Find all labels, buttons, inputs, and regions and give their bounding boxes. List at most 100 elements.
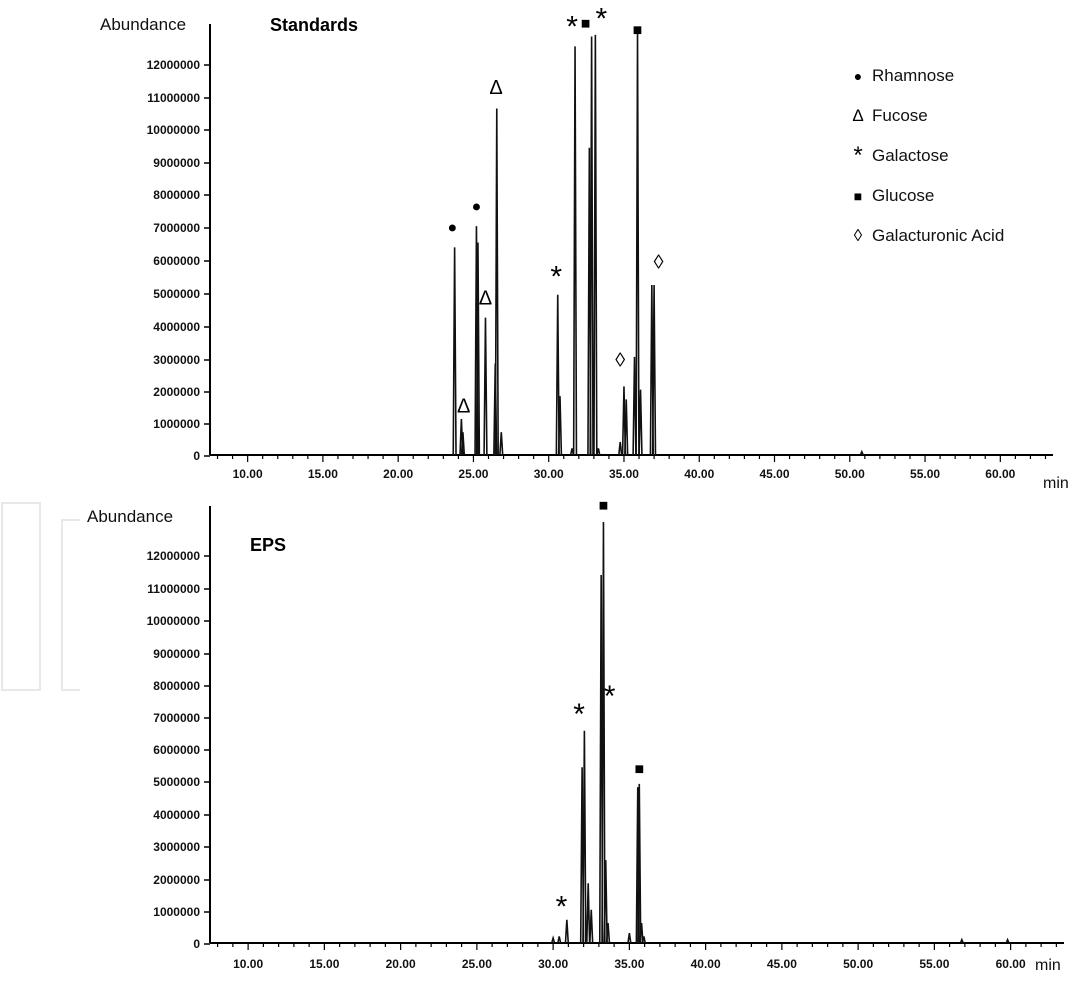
x-tick-label: 35.00 — [614, 957, 644, 971]
peak-mark — [618, 441, 623, 456]
x-tick-label: 45.00 — [759, 467, 789, 481]
y-tick-label: 2000000 — [153, 385, 200, 399]
peak-mark — [593, 34, 598, 456]
x-tick-label: 15.00 — [309, 957, 339, 971]
peak-annotation-symbol: Δ — [479, 288, 492, 310]
peak-mark — [596, 448, 601, 456]
legend-label: Galactose — [872, 146, 949, 165]
y-tick-label: 7000000 — [153, 711, 200, 725]
y-tick-label: 11000000 — [147, 582, 200, 596]
x-tick-label: 20.00 — [383, 467, 413, 481]
peak-annotation-symbol: * — [566, 11, 578, 44]
peak-mark — [637, 783, 642, 944]
legend-symbol: ● — [854, 68, 862, 84]
legend: ● Rhamnose Δ Fucose * Galactose ■ Glucose ◊ Galac… — [852, 66, 1004, 245]
y-tick-label: 12000000 — [147, 549, 201, 563]
peak-mark — [601, 521, 606, 944]
peak-mark — [635, 33, 640, 456]
peak-annotation-symbol: ■ — [633, 22, 643, 39]
legend-label: Galacturonic Acid — [872, 226, 1004, 245]
y-tick-label: 10000000 — [147, 614, 201, 628]
peak-mark — [475, 242, 481, 456]
peak-mark — [550, 935, 556, 944]
peak-mark — [605, 923, 611, 944]
legend-symbol: ■ — [854, 188, 862, 204]
x-tick-label: 60.00 — [985, 467, 1015, 481]
peak-annotation-symbol: ● — [472, 198, 482, 215]
y-axis-label: Abundance — [100, 15, 186, 34]
legend-label: Rhamnose — [872, 66, 954, 85]
peak-annotation-symbol: * — [573, 698, 585, 731]
x-tick-label: 30.00 — [538, 957, 568, 971]
y-tick-label: 5000000 — [153, 287, 200, 301]
peak-mark — [651, 284, 657, 456]
series-trace — [550, 521, 1010, 944]
peak-mark — [859, 449, 864, 456]
x-tick-label: 50.00 — [843, 957, 873, 971]
peak-annotation-symbol: Δ — [457, 396, 470, 418]
peak-annotation-symbol: ■ — [634, 761, 644, 778]
legend-symbol: Δ — [852, 106, 863, 125]
x-tick-label: 25.00 — [458, 467, 488, 481]
legend-label: Glucose — [872, 186, 934, 205]
peak-mark — [555, 294, 560, 456]
eps-panel: Abundance EPS min 0 1000000 2000000 3000000 400… — [87, 497, 1064, 974]
peak-annotation-symbol: ● — [448, 220, 458, 237]
y-tick-label: 5000000 — [153, 775, 200, 789]
peak-annotation-symbol: * — [550, 261, 562, 294]
series-trace — [452, 33, 864, 456]
peak-mark — [1005, 937, 1010, 944]
peak-annotation-symbol: * — [556, 890, 568, 923]
peak-mark — [582, 730, 587, 944]
x-tick-label: 20.00 — [386, 957, 416, 971]
y-tick-label: 7000000 — [153, 221, 200, 235]
peak-annotation-symbol: ◊ — [654, 252, 664, 274]
peak-mark — [499, 432, 504, 456]
legend-symbol: ◊ — [854, 226, 863, 245]
y-tick-label: 8000000 — [153, 679, 200, 693]
x-tick-label: 45.00 — [767, 957, 797, 971]
y-tick-label: 1000000 — [153, 905, 200, 919]
y-tick-label: 12000000 — [147, 58, 201, 72]
legend-label: Fucose — [872, 106, 928, 125]
y-tick-label: 8000000 — [153, 188, 200, 202]
peak-mark — [564, 919, 570, 944]
x-tick-label: 60.00 — [996, 957, 1026, 971]
y-tick-label: 3000000 — [153, 353, 200, 367]
x-tick-label: 50.00 — [835, 467, 865, 481]
x-tick-label: 10.00 — [233, 467, 263, 481]
y-tick-label: 4000000 — [153, 320, 200, 334]
peak-mark — [494, 108, 499, 456]
legend-symbol: * — [853, 142, 862, 169]
peak-mark — [641, 936, 647, 944]
watermark-bracket — [1, 502, 80, 691]
y-tick-label: 4000000 — [153, 808, 200, 822]
y-tick-label: 1000000 — [153, 417, 200, 431]
peak-mark — [639, 923, 644, 944]
y-tick-label: 9000000 — [153, 156, 200, 170]
x-tick-label: 40.00 — [684, 467, 714, 481]
x-axis-unit-label: min — [1043, 475, 1069, 492]
peak-mark — [638, 389, 643, 456]
peak-mark — [586, 883, 591, 944]
y-tick-label: 6000000 — [153, 743, 200, 757]
y-tick-label: 10000000 — [147, 123, 201, 137]
peak-mark — [557, 396, 563, 456]
peak-mark — [557, 936, 562, 944]
x-tick-label: 25.00 — [462, 957, 492, 971]
peak-mark — [452, 247, 457, 456]
x-tick-label: 35.00 — [609, 467, 639, 481]
peak-mark — [624, 399, 629, 456]
y-tick-label: 11000000 — [147, 91, 200, 105]
x-axis-unit-label: min — [1035, 957, 1061, 974]
peak-annotation-symbol: ◊ — [615, 350, 625, 372]
peak-mark — [460, 432, 466, 456]
y-tick-label: 6000000 — [153, 254, 200, 268]
y-tick-label: 0 — [193, 937, 200, 951]
peak-annotation-symbol: ■ — [581, 15, 591, 32]
peak-annotation-symbol: * — [604, 680, 616, 713]
y-tick-label: 0 — [193, 449, 200, 463]
peak-annotation-symbol: * — [596, 2, 608, 35]
y-tick-label: 9000000 — [153, 647, 200, 661]
